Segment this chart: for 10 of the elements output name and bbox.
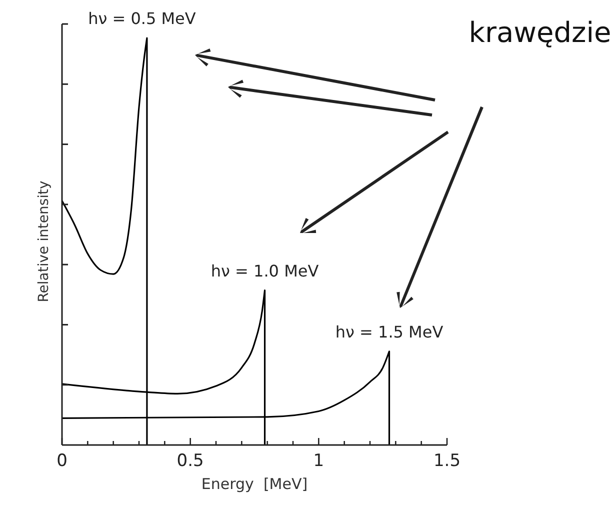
x-tick-label: 1 (313, 451, 324, 471)
x-tick-label: 0 (56, 451, 68, 471)
x-tick-label: 0.5 (176, 451, 204, 471)
annotation: hν = 1.5 MeV (335, 322, 444, 342)
x-tick-label: 1.5 (433, 451, 461, 471)
y-axis-title: Relative intensity (36, 180, 52, 302)
text: krawędzie (468, 16, 612, 49)
x-axis-title: Energy [MeV] (201, 475, 308, 493)
annotation: hν = 0.5 MeV (88, 9, 196, 28)
annotation: hν = 1.0 MeV (210, 261, 319, 280)
